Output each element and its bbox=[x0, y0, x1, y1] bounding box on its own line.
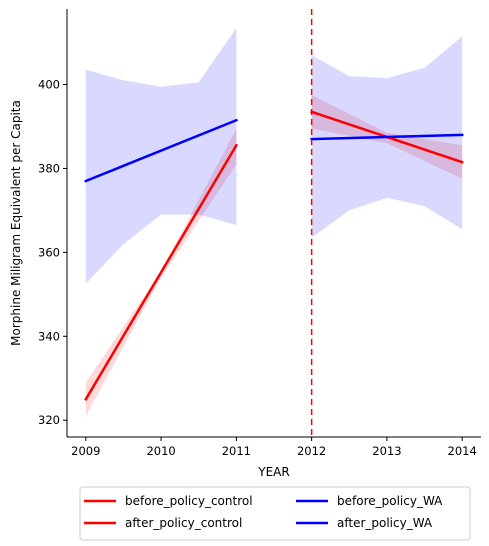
legend-label-before_policy_WA: before_policy_WA bbox=[337, 494, 443, 508]
x-tick-label: 2014 bbox=[448, 444, 477, 458]
x-tick-label: 2012 bbox=[297, 444, 326, 458]
confidence-bands bbox=[85, 27, 463, 416]
y-tick-label: 380 bbox=[38, 161, 60, 175]
legend-label-after_policy_WA: after_policy_WA bbox=[337, 516, 433, 530]
y-ticks: 320 340 360 380 400 bbox=[38, 78, 67, 427]
legend-label-after_policy_control: after_policy_control bbox=[125, 516, 242, 530]
y-tick-label: 340 bbox=[38, 329, 60, 343]
y-axis-label: Morphine Miligram Equivalent per Capita bbox=[9, 100, 23, 346]
y-tick-label: 320 bbox=[38, 413, 60, 427]
band-before_policy_WA bbox=[85, 27, 237, 284]
axes bbox=[66, 9, 481, 438]
x-tick-label: 2010 bbox=[146, 444, 175, 458]
series-line-after_policy_WA bbox=[310, 133, 464, 141]
y-tick-label: 360 bbox=[38, 245, 60, 259]
x-axis-label: YEAR bbox=[257, 465, 289, 479]
series-line-before_policy_WA bbox=[84, 118, 238, 183]
x-tick-label: 2013 bbox=[372, 444, 401, 458]
y-tick-label: 400 bbox=[38, 78, 60, 92]
x-ticks: 2009 2010 2011 2012 2013 2014 bbox=[71, 437, 477, 458]
legend-label-before_policy_control: before_policy_control bbox=[125, 494, 253, 508]
regression-lines bbox=[84, 110, 464, 401]
x-tick-label: 2009 bbox=[71, 444, 100, 458]
x-tick-label: 2011 bbox=[222, 444, 251, 458]
legend-frame bbox=[79, 486, 471, 541]
legend: before_policy_control after_policy_contro… bbox=[79, 486, 471, 541]
series-line-before_policy_control bbox=[84, 143, 239, 401]
